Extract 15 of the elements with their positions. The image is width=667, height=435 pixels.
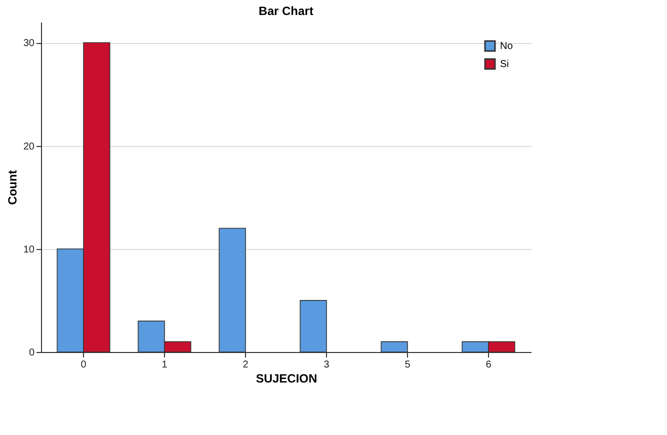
y-tick-label: 30 [23,38,35,50]
x-tick-label: 5 [404,360,411,370]
legend-label: Si [500,59,509,70]
x-tick-label: 6 [486,360,492,370]
x-tick-label: 3 [324,360,330,370]
x-tick-label: 2 [242,360,249,370]
y-axis-title: Count [5,170,20,205]
y-tick-label: 10 [23,244,35,256]
legend-label: No [500,41,514,52]
x-tick-label: 1 [162,360,168,370]
x-axis-title: SUJECION [256,372,318,386]
chart-title: Bar Chart [258,4,314,18]
y-tick-label: 0 [28,348,35,358]
y-tick-label: 20 [23,141,35,152]
x-tick-label: 0 [80,360,87,370]
